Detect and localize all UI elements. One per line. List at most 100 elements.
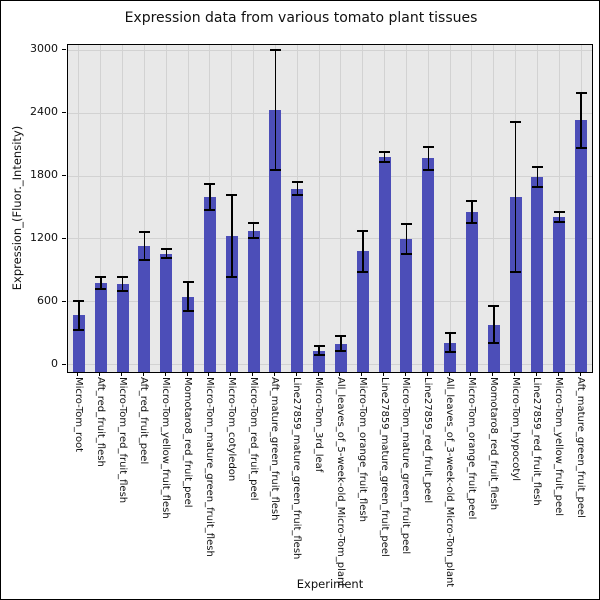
error-bar-line <box>143 232 146 261</box>
h-gridline <box>68 301 592 303</box>
bar <box>509 196 522 372</box>
error-bar-line <box>252 222 255 239</box>
x-tick-mark <box>448 372 450 376</box>
h-gridline <box>68 175 592 177</box>
x-tick-mark <box>317 372 319 376</box>
x-tick-label: Micro-Tom_root <box>72 377 84 453</box>
error-bar-cap-bottom <box>379 161 391 164</box>
x-tick-mark <box>121 372 123 376</box>
bar <box>182 296 195 372</box>
bar <box>487 324 500 372</box>
error-bar-line <box>493 306 495 344</box>
x-tick-label: Micro-Tom_orange_fruit_peel <box>465 377 477 520</box>
error-bar-cap-top <box>95 275 107 278</box>
error-bar-cap-top <box>488 305 500 308</box>
error-bar-cap-bottom <box>73 329 85 332</box>
bar <box>531 177 544 372</box>
x-tick-mark <box>339 372 341 376</box>
v-gridline <box>405 45 407 372</box>
error-bar-cap-top <box>160 248 172 251</box>
error-bar-cap-top <box>531 166 543 169</box>
x-tick-label: Micro-Tom_orange_fruit_flesh <box>356 377 368 522</box>
plot-area <box>67 44 593 373</box>
x-tick-label: Micro-Tom_yellow_fruit_flesh <box>160 377 172 519</box>
x-tick-mark <box>514 372 516 376</box>
error-bar-cap-top <box>248 221 260 224</box>
error-bar-line <box>209 184 211 210</box>
x-tick-label: Aft_mature_green_fruit_flesh <box>269 377 281 521</box>
bar <box>203 196 216 372</box>
error-bar-cap-bottom <box>117 290 129 293</box>
error-bar-cap-bottom <box>575 146 587 149</box>
h-gridline <box>68 49 592 51</box>
x-tick-label: Aft_red_fruit_flesh <box>94 377 106 467</box>
error-bar-cap-top <box>335 335 347 338</box>
error-bar-cap-bottom <box>226 275 238 278</box>
error-bar-cap-top <box>466 199 478 202</box>
error-bar-cap-bottom <box>510 271 522 274</box>
x-tick-label: Micro-Tom_mature_green_fruit_flesh <box>203 377 215 557</box>
bar <box>465 211 478 372</box>
error-bar-cap-top <box>226 193 238 196</box>
error-bar-cap-bottom <box>444 351 456 354</box>
h-gridline <box>68 364 592 366</box>
error-bar-cap-top <box>422 145 434 148</box>
h-gridline <box>68 112 592 114</box>
x-tick-mark <box>470 372 472 376</box>
error-bar-line <box>318 346 320 355</box>
error-bar-line <box>427 146 429 170</box>
v-gridline <box>253 45 255 372</box>
error-bar-cap-bottom <box>160 256 172 259</box>
x-tick-mark <box>404 372 406 376</box>
v-gridline <box>78 45 80 372</box>
x-tick-label: Micro-Tom_red_fruit_peel <box>247 377 259 501</box>
v-gridline <box>143 45 145 372</box>
bar <box>247 230 260 372</box>
y-tick-mark <box>62 175 66 176</box>
error-bar-cap-top <box>553 210 565 213</box>
y-tick-label: 2400 <box>30 105 58 119</box>
bar <box>138 246 151 372</box>
x-tick-mark <box>77 372 79 376</box>
error-bar-cap-bottom <box>291 193 303 196</box>
x-tick-mark <box>579 372 581 376</box>
x-tick-label: Micro-Tom_yellow_fruit_peel <box>553 377 565 517</box>
x-tick-label: All_leaves_of_5-week-old_Micro-Tom_plant <box>334 377 346 588</box>
y-tick-mark <box>62 363 66 365</box>
bar <box>575 120 588 372</box>
bar <box>94 282 107 372</box>
v-gridline <box>187 45 189 372</box>
error-bar-line <box>78 300 80 331</box>
x-tick-mark <box>426 372 428 376</box>
x-tick-label: All_leaves_of_3-week-old_Micro-Tom_plant <box>444 377 456 588</box>
bar <box>444 342 457 372</box>
x-tick-mark <box>383 372 385 376</box>
error-bar-cap-bottom <box>488 342 500 345</box>
v-gridline <box>493 45 495 372</box>
v-gridline <box>100 45 102 372</box>
x-tick-mark <box>273 372 275 376</box>
error-bar-cap-bottom <box>335 350 347 353</box>
y-tick-mark <box>62 237 66 239</box>
error-bar-cap-top <box>182 280 194 283</box>
error-bar-cap-top <box>117 275 129 278</box>
error-bar-cap-top <box>204 183 216 186</box>
error-bar-cap-bottom <box>313 353 325 356</box>
error-bar-cap-bottom <box>204 208 216 211</box>
error-bar-cap-bottom <box>553 221 565 224</box>
y-tick-label: 1200 <box>30 230 58 244</box>
error-bar-cap-top <box>400 223 412 226</box>
error-bar-cap-bottom <box>400 252 412 255</box>
bar <box>160 253 173 372</box>
x-tick-mark <box>252 372 254 376</box>
y-tick-mark <box>62 49 66 51</box>
error-bar-cap-top <box>510 120 522 123</box>
y-tick-label: 3000 <box>30 42 58 56</box>
error-bar-line <box>536 167 539 187</box>
y-axis-label: Expression_(Fluor._Intensity) <box>10 125 24 291</box>
v-gridline <box>340 45 342 372</box>
error-bar-line <box>383 151 386 163</box>
x-tick-label: Micro-Tom_cotyledon <box>225 377 237 482</box>
error-bar-line <box>100 276 102 290</box>
